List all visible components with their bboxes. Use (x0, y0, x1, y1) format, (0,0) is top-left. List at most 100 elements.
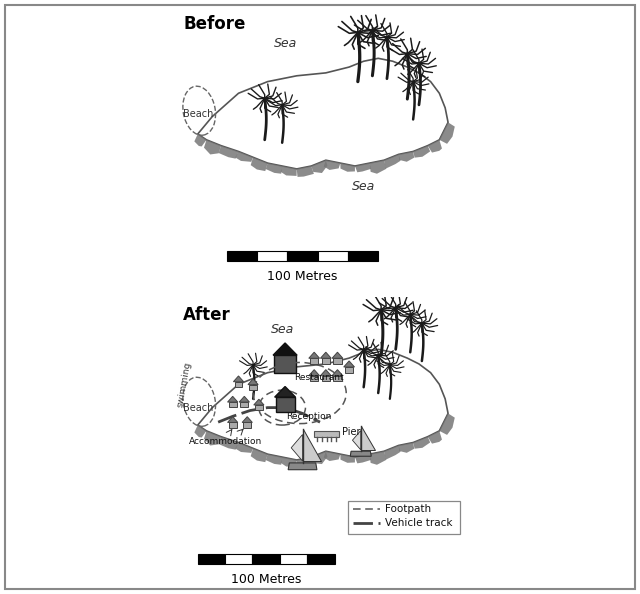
Polygon shape (198, 58, 448, 169)
Bar (225, 554, 252, 564)
Polygon shape (219, 146, 239, 159)
Polygon shape (266, 163, 282, 173)
Polygon shape (413, 437, 430, 448)
Text: Restaurant: Restaurant (294, 372, 344, 382)
Bar (227, 251, 257, 261)
Text: Footpath: Footpath (385, 504, 431, 514)
Polygon shape (195, 425, 207, 438)
Text: Beach: Beach (183, 109, 214, 119)
Polygon shape (369, 451, 387, 465)
Polygon shape (280, 166, 297, 176)
Text: Sea: Sea (352, 180, 375, 193)
Polygon shape (340, 454, 355, 463)
Polygon shape (384, 446, 401, 460)
Polygon shape (303, 429, 321, 461)
Bar (333, 376, 342, 381)
Bar (317, 251, 348, 261)
Polygon shape (332, 352, 343, 358)
Polygon shape (266, 454, 282, 465)
Polygon shape (275, 387, 296, 397)
Polygon shape (355, 454, 371, 463)
Polygon shape (340, 163, 355, 172)
Polygon shape (355, 163, 371, 172)
Polygon shape (361, 426, 374, 450)
Polygon shape (344, 361, 355, 367)
Text: Pier: Pier (342, 427, 360, 437)
Polygon shape (198, 349, 448, 460)
Text: Accommodation: Accommodation (189, 437, 262, 446)
Polygon shape (369, 160, 387, 173)
Polygon shape (324, 451, 340, 461)
Polygon shape (428, 140, 442, 153)
Polygon shape (204, 140, 221, 154)
Bar (252, 554, 280, 564)
Polygon shape (242, 416, 252, 422)
Polygon shape (321, 369, 332, 376)
Text: Beach: Beach (183, 403, 214, 413)
Text: Reception: Reception (287, 412, 332, 421)
Bar (228, 402, 237, 407)
Polygon shape (428, 431, 442, 444)
Polygon shape (332, 369, 343, 376)
Text: swimming: swimming (175, 361, 192, 408)
Bar (314, 431, 339, 437)
Polygon shape (228, 416, 238, 422)
Polygon shape (439, 413, 455, 435)
Polygon shape (251, 157, 268, 171)
Polygon shape (204, 431, 221, 446)
Polygon shape (321, 352, 332, 358)
Polygon shape (228, 396, 238, 402)
Bar (228, 422, 237, 428)
Bar (348, 251, 378, 261)
Polygon shape (248, 379, 258, 384)
Bar (243, 422, 251, 428)
Polygon shape (251, 448, 268, 462)
Polygon shape (234, 376, 244, 382)
Bar (274, 355, 296, 372)
Polygon shape (413, 146, 430, 157)
Polygon shape (280, 457, 297, 467)
Bar (257, 251, 287, 261)
Polygon shape (239, 396, 250, 402)
Polygon shape (235, 151, 253, 162)
Bar (310, 376, 318, 381)
Polygon shape (297, 166, 314, 177)
Bar (255, 405, 263, 410)
Bar (348, 501, 460, 534)
Polygon shape (219, 437, 239, 450)
Bar (322, 358, 330, 364)
Text: After: After (183, 306, 231, 324)
Polygon shape (384, 154, 401, 169)
Bar (310, 358, 318, 364)
Bar (249, 384, 257, 390)
Polygon shape (254, 399, 264, 405)
Polygon shape (195, 134, 207, 147)
Bar (276, 397, 294, 412)
Bar (280, 554, 307, 564)
Polygon shape (291, 435, 303, 461)
Bar (198, 554, 225, 564)
Text: Vehicle track: Vehicle track (385, 519, 453, 529)
Polygon shape (311, 160, 328, 173)
Bar (307, 554, 335, 564)
Polygon shape (235, 443, 253, 453)
Polygon shape (399, 151, 414, 162)
Text: 100 Metres: 100 Metres (268, 270, 338, 283)
Bar (333, 358, 342, 364)
Text: 100 Metres: 100 Metres (231, 573, 301, 586)
Bar (287, 251, 317, 261)
Text: Before: Before (183, 15, 246, 33)
Polygon shape (324, 160, 340, 170)
Polygon shape (308, 352, 319, 358)
Text: Sea: Sea (273, 37, 297, 50)
Polygon shape (311, 451, 328, 464)
Bar (322, 376, 330, 381)
Polygon shape (353, 431, 361, 450)
Polygon shape (308, 369, 319, 376)
Text: Sea: Sea (271, 323, 294, 336)
Polygon shape (350, 451, 371, 456)
Bar (345, 367, 353, 372)
Polygon shape (288, 463, 317, 470)
Polygon shape (297, 457, 314, 468)
Polygon shape (273, 343, 297, 355)
